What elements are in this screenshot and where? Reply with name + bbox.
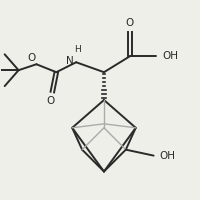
Text: OH: OH <box>160 151 176 161</box>
Text: O: O <box>46 96 54 106</box>
Text: O: O <box>27 53 35 63</box>
Text: OH: OH <box>163 51 179 61</box>
Text: H: H <box>74 45 81 54</box>
Text: O: O <box>126 18 134 28</box>
Text: N: N <box>66 56 74 66</box>
